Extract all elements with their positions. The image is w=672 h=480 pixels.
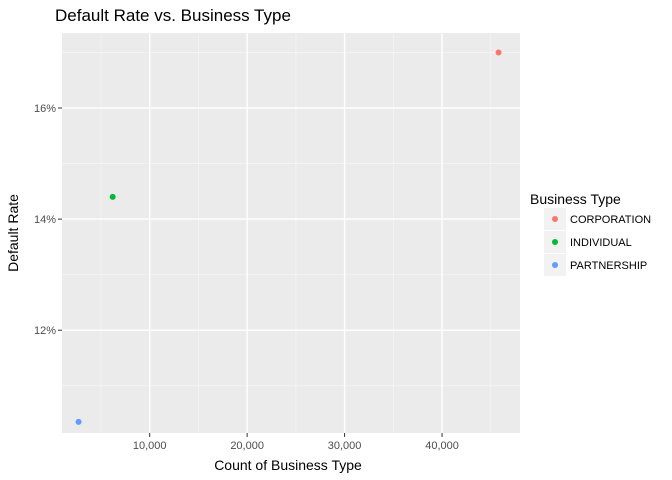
legend-marker [552,216,558,222]
x-tick-label: 20,000 [230,440,264,452]
plot-panel [62,33,520,433]
y-axis: 12% 14% 16% [34,103,62,337]
legend-label: INDIVIDUAL [570,237,632,249]
data-points [75,49,502,425]
major-gridlines [62,33,520,433]
legend: Business Type CORPORATION INDIVIDUAL PARTN… [530,191,651,276]
minor-gridlines [62,33,520,433]
x-tick-label: 10,000 [133,440,167,452]
chart-title: Default Rate vs. Business Type [55,6,291,25]
y-tick-label: 14% [34,214,56,226]
data-point-corporation [495,49,502,56]
legend-items: CORPORATION INDIVIDUAL PARTNERSHIP [544,208,651,276]
legend-marker [552,262,558,268]
legend-title: Business Type [530,191,621,207]
y-tick-label: 12% [34,325,56,337]
legend-label: PARTNERSHIP [570,260,647,272]
x-tick-label: 30,000 [328,440,362,452]
data-point-individual [109,193,116,200]
x-axis: 10,000 20,000 30,000 40,000 [133,433,459,452]
data-point-partnership [75,418,82,425]
y-axis-title: Default Rate [5,194,21,272]
x-axis-title: Count of Business Type [214,457,362,473]
x-tick-label: 40,000 [425,440,459,452]
legend-marker [552,239,558,245]
legend-label: CORPORATION [570,214,651,226]
y-tick-label: 16% [34,103,56,115]
